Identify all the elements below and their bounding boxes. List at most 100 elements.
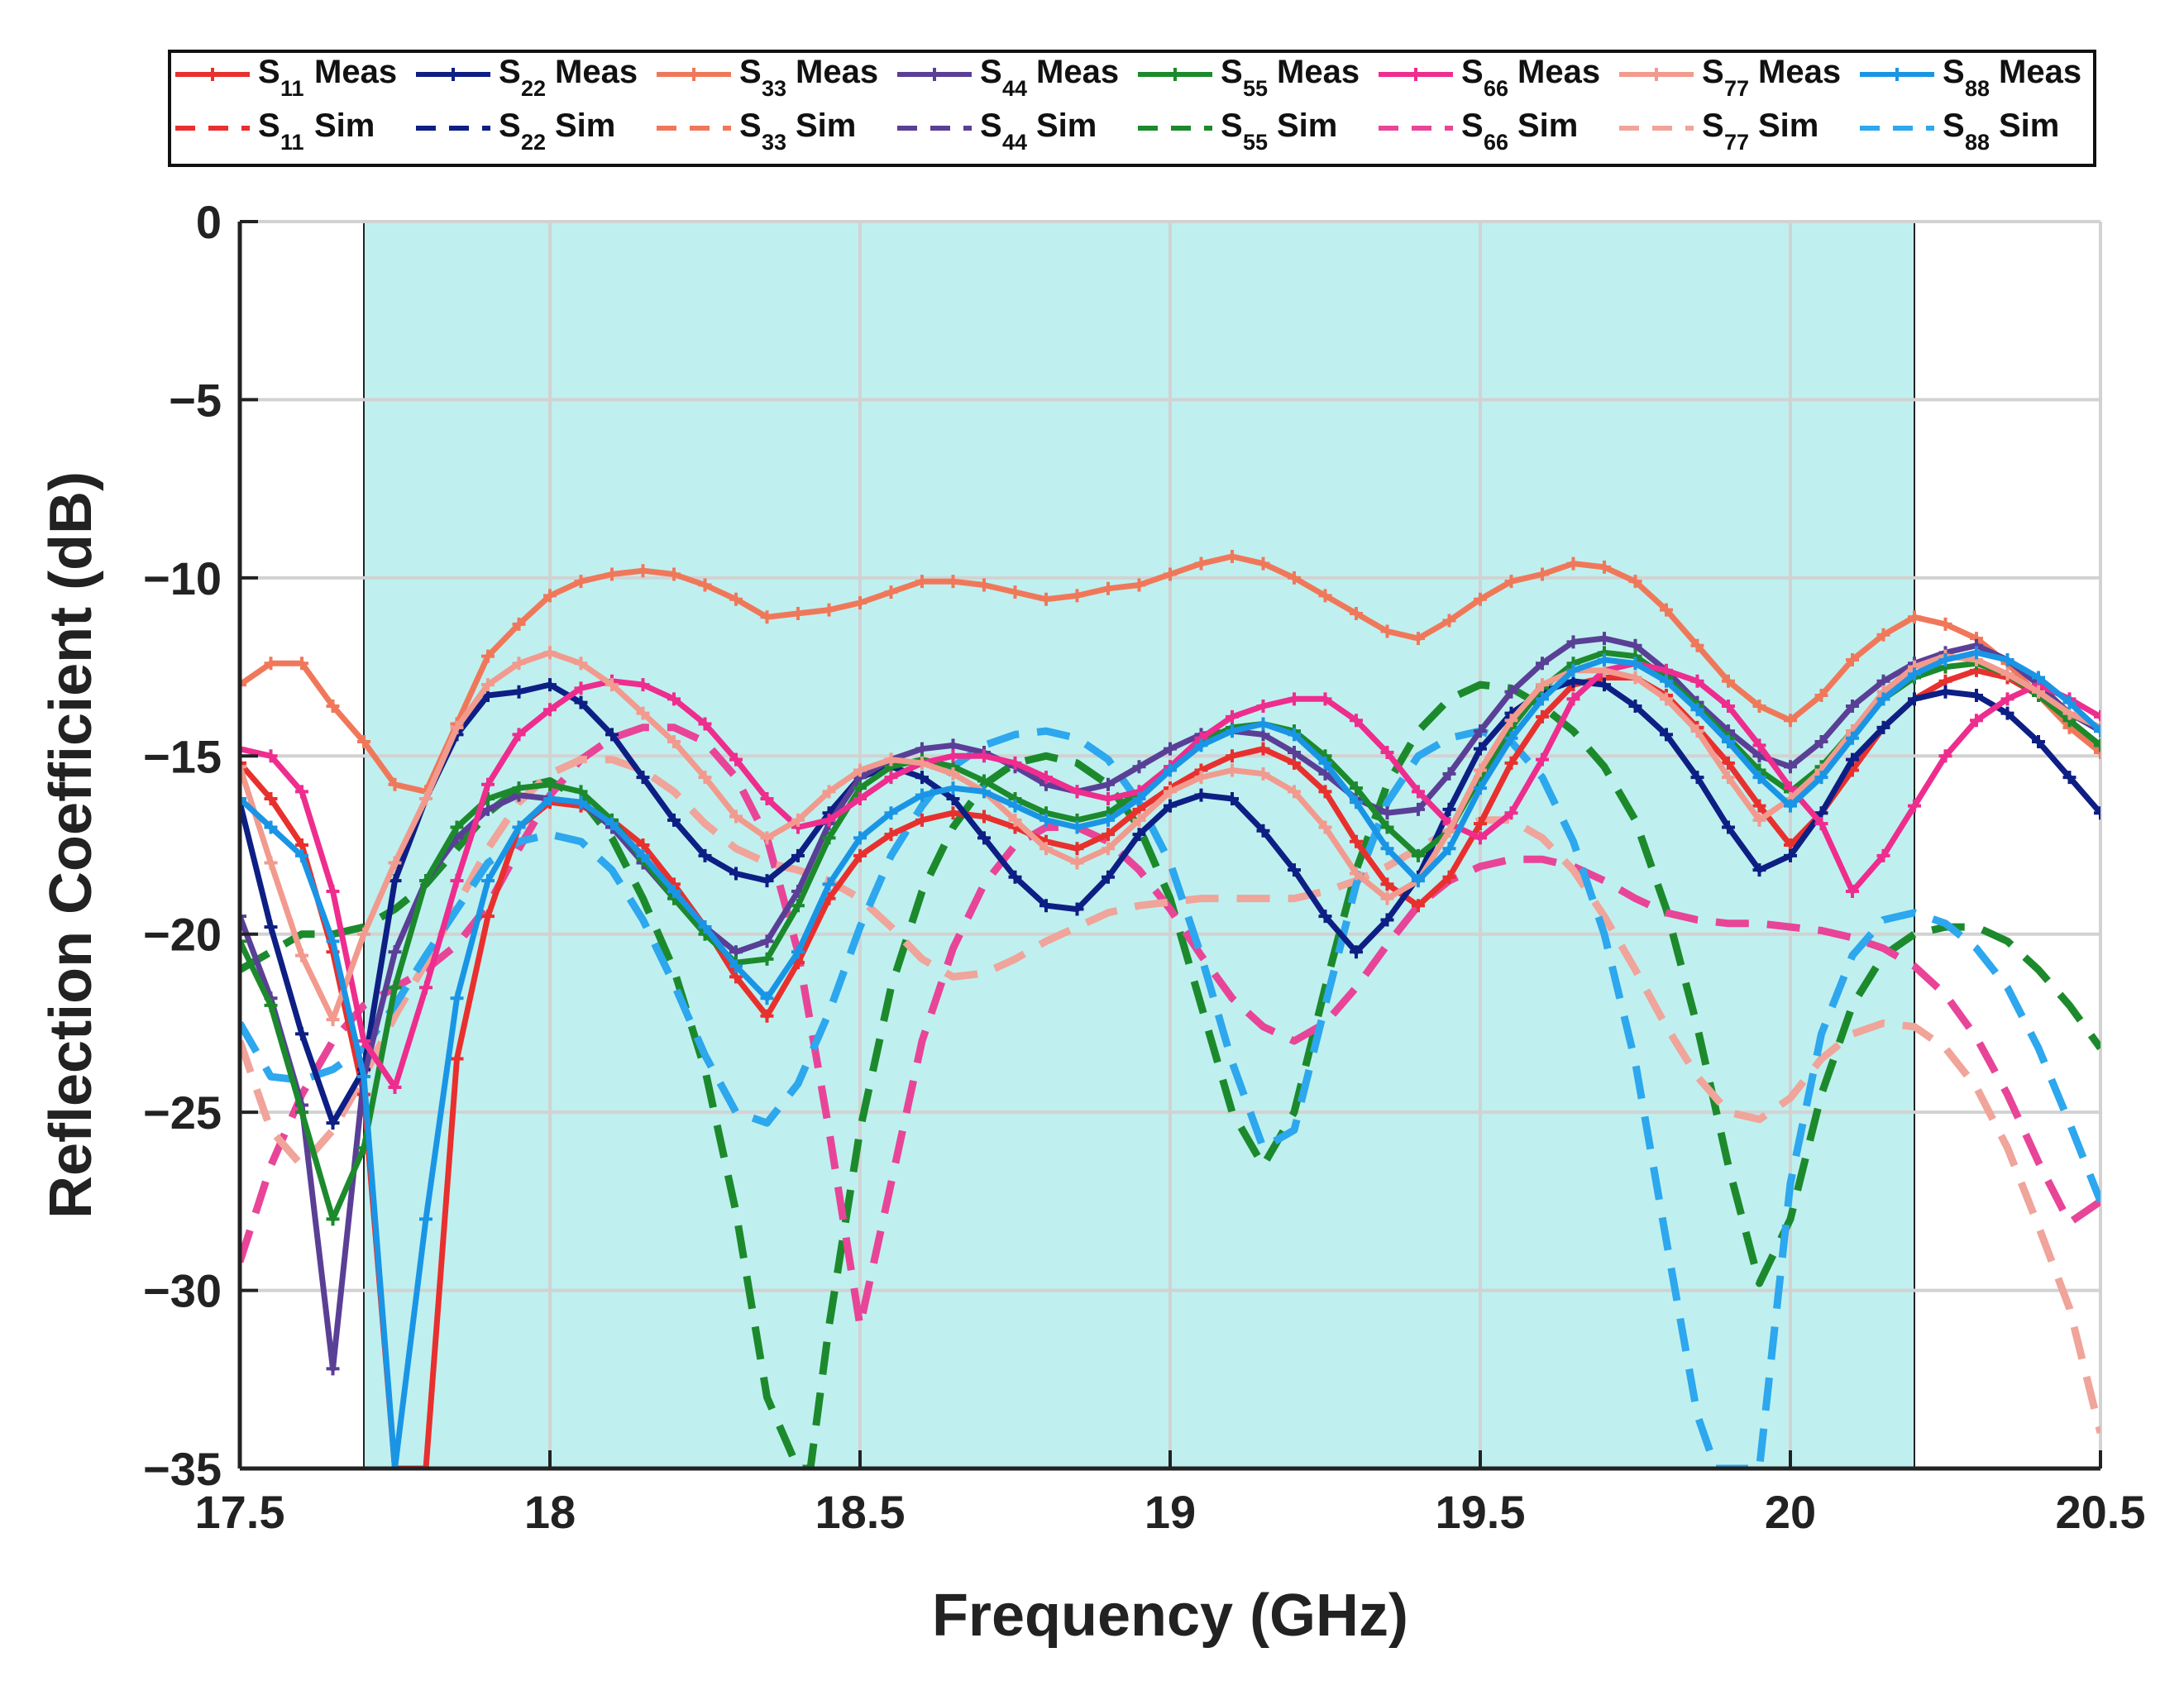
data-point-s88-meas xyxy=(760,991,774,1005)
data-point-s77-meas xyxy=(822,785,836,799)
data-point-s22-meas xyxy=(1350,945,1363,959)
data-point-s77-meas xyxy=(1628,671,1642,685)
legend-item-s44-meas: S 44 Meas xyxy=(897,54,1119,101)
data-point-s77-meas xyxy=(1536,678,1549,692)
data-point-s66-meas xyxy=(1318,692,1332,706)
data-point-s66-meas xyxy=(729,752,743,766)
legend-label-kind: Sim xyxy=(314,107,375,144)
data-point-s66-meas xyxy=(1566,692,1580,706)
data-point-s11-meas xyxy=(240,756,246,770)
data-point-s88-meas xyxy=(1536,692,1549,706)
data-point-s33-meas xyxy=(1318,589,1332,603)
legend-label-base: S xyxy=(258,107,280,144)
legend-label-kind: Sim xyxy=(1999,107,2059,144)
legend-label-subscript: 66 xyxy=(1484,130,1508,155)
data-point-s33-meas xyxy=(2094,745,2100,759)
data-point-s55-meas xyxy=(419,874,432,888)
legend-label-kind: Sim xyxy=(555,107,615,144)
data-point-s77-meas xyxy=(605,678,619,692)
data-point-s33-meas xyxy=(884,585,898,599)
data-point-s66-meas xyxy=(357,1034,370,1048)
legend-label-subscript: 55 xyxy=(1243,130,1268,155)
legend-label-kind: Meas xyxy=(1277,54,1360,90)
legend-label-base: S xyxy=(1461,54,1484,90)
data-point-s66-meas xyxy=(419,981,432,995)
data-point-s66-meas xyxy=(1474,831,1487,845)
data-point-s88-meas xyxy=(698,920,712,934)
data-point-s88-meas xyxy=(946,781,960,795)
data-point-s66-meas xyxy=(946,749,960,763)
data-point-s77-meas xyxy=(295,948,308,962)
data-point-s11-meas xyxy=(1256,742,1270,756)
data-point-s88-meas xyxy=(1412,874,1425,888)
data-point-s33-meas xyxy=(698,578,712,592)
legend-label-base: S xyxy=(499,54,521,90)
legend-item-s11-meas: S 11 Meas xyxy=(175,54,397,101)
x-tick-label: 19.5 xyxy=(1436,1486,1526,1538)
legend-label-kind: Sim xyxy=(1517,107,1578,144)
data-point-s77-meas xyxy=(1474,763,1487,777)
data-point-s66-meas xyxy=(760,791,774,805)
data-point-s55-meas xyxy=(543,777,557,791)
data-point-s33-meas xyxy=(667,567,681,581)
data-point-s11-meas xyxy=(1722,756,1735,770)
data-point-s33-meas xyxy=(295,657,308,671)
data-point-s44-meas xyxy=(1504,685,1518,699)
data-point-s77-meas xyxy=(357,927,370,941)
data-point-s77-meas xyxy=(1008,813,1022,827)
legend-item-s88-meas: S 88 Meas xyxy=(1860,54,2081,101)
data-point-s77-meas xyxy=(1039,842,1053,856)
data-point-s55-meas xyxy=(1380,820,1394,834)
data-point-s33-meas xyxy=(1598,560,1611,574)
data-point-s77-meas xyxy=(543,646,557,660)
data-point-s66-meas xyxy=(1970,714,1983,728)
data-point-s33-meas xyxy=(1628,575,1642,589)
data-point-s11-meas xyxy=(1318,785,1332,799)
data-point-s22-meas xyxy=(2000,706,2014,720)
data-point-s33-meas xyxy=(1226,550,1239,564)
y-tick-label: −15 xyxy=(143,730,222,782)
data-point-s11-meas xyxy=(1474,817,1487,831)
y-tick-label: −20 xyxy=(143,909,222,961)
legend-label-kind: Meas xyxy=(1036,54,1119,90)
data-point-s33-meas xyxy=(1690,638,1704,652)
data-point-s22-meas xyxy=(1598,678,1611,692)
data-point-s33-meas xyxy=(1070,589,1084,603)
data-point-s11-meas xyxy=(760,1009,774,1023)
data-point-s33-meas xyxy=(1814,689,1828,703)
data-point-s66-meas xyxy=(1814,817,1828,831)
data-point-s11-meas xyxy=(1226,749,1239,763)
data-point-s66-meas xyxy=(1102,791,1115,805)
x-axis-title: Frequency (GHz) xyxy=(932,1583,1408,1649)
data-point-s22-meas xyxy=(1008,870,1022,884)
data-point-s55-meas xyxy=(512,781,526,795)
legend-item-s66-meas: S 66 Meas xyxy=(1379,54,1600,101)
data-point-s33-meas xyxy=(1908,610,1921,624)
data-point-s88-meas xyxy=(1938,652,1952,666)
data-point-s33-meas xyxy=(574,575,588,589)
data-point-s11-meas xyxy=(1536,709,1549,723)
data-point-s66-meas xyxy=(543,703,557,717)
data-point-s33-meas xyxy=(1288,571,1301,585)
legend-item-s55-sim: S 55 Sim xyxy=(1138,107,1337,155)
x-tick-label: 17.5 xyxy=(195,1486,285,1538)
data-point-s88-meas xyxy=(1194,738,1208,752)
data-point-s22-meas xyxy=(1938,685,1952,699)
data-point-s66-meas xyxy=(1722,699,1735,713)
data-point-s22-meas xyxy=(1970,689,1983,703)
data-point-s88-meas xyxy=(1442,842,1456,856)
data-point-s66-meas xyxy=(264,749,278,763)
data-point-s77-meas xyxy=(2000,667,2014,681)
legend-label-base: S xyxy=(1702,107,1724,144)
data-point-s66-meas xyxy=(636,678,650,692)
data-point-s55-meas xyxy=(326,1212,340,1226)
data-point-s77-meas xyxy=(2032,685,2045,699)
data-point-s88-meas xyxy=(1876,692,1890,706)
y-tick-label: −30 xyxy=(143,1265,222,1317)
legend-item-s22-sim: S 22 Sim xyxy=(416,107,615,155)
data-point-s11-meas xyxy=(1752,799,1766,813)
data-point-s77-meas xyxy=(1660,692,1673,706)
data-point-s22-meas xyxy=(667,813,681,827)
data-point-s55-meas xyxy=(264,998,278,1012)
data-point-s66-meas xyxy=(1350,714,1363,728)
